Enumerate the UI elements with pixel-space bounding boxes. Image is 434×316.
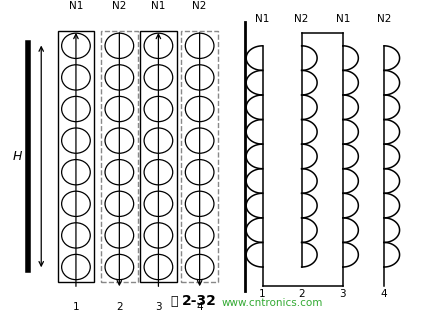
Text: 3: 3 <box>155 302 162 312</box>
Text: 2: 2 <box>298 289 305 299</box>
Text: N2: N2 <box>294 14 309 24</box>
Ellipse shape <box>105 160 134 185</box>
Ellipse shape <box>144 191 173 216</box>
Ellipse shape <box>62 33 90 58</box>
Ellipse shape <box>62 160 90 185</box>
Text: 4: 4 <box>381 289 388 299</box>
Ellipse shape <box>144 33 173 58</box>
Ellipse shape <box>105 223 134 248</box>
Bar <box>181 31 218 282</box>
Text: 1: 1 <box>72 302 79 312</box>
Ellipse shape <box>144 160 173 185</box>
Ellipse shape <box>185 33 214 58</box>
Ellipse shape <box>62 223 90 248</box>
Text: 图: 图 <box>171 295 178 308</box>
Ellipse shape <box>62 191 90 216</box>
Ellipse shape <box>62 65 90 90</box>
Ellipse shape <box>62 96 90 122</box>
Text: 4: 4 <box>196 302 203 312</box>
Text: N2: N2 <box>192 1 207 11</box>
Ellipse shape <box>185 254 214 280</box>
Text: 1: 1 <box>259 289 266 299</box>
Text: N1: N1 <box>335 14 350 24</box>
Ellipse shape <box>62 254 90 280</box>
Bar <box>140 31 177 282</box>
Text: 2: 2 <box>116 302 123 312</box>
Ellipse shape <box>105 65 134 90</box>
Text: 3: 3 <box>339 289 346 299</box>
Ellipse shape <box>144 96 173 122</box>
Bar <box>58 31 94 282</box>
Ellipse shape <box>185 128 214 153</box>
Ellipse shape <box>105 191 134 216</box>
Ellipse shape <box>105 254 134 280</box>
Ellipse shape <box>185 160 214 185</box>
Ellipse shape <box>144 223 173 248</box>
Ellipse shape <box>185 65 214 90</box>
Text: N2: N2 <box>377 14 391 24</box>
Text: 2-32: 2-32 <box>182 294 217 308</box>
Ellipse shape <box>185 223 214 248</box>
Text: N1: N1 <box>69 1 83 11</box>
Ellipse shape <box>144 254 173 280</box>
Ellipse shape <box>185 96 214 122</box>
Bar <box>101 31 138 282</box>
Ellipse shape <box>105 128 134 153</box>
Ellipse shape <box>105 96 134 122</box>
Ellipse shape <box>185 191 214 216</box>
Ellipse shape <box>62 128 90 153</box>
Ellipse shape <box>144 65 173 90</box>
Text: N1: N1 <box>151 1 166 11</box>
Text: N2: N2 <box>112 1 127 11</box>
Text: N1: N1 <box>255 14 270 24</box>
Ellipse shape <box>144 128 173 153</box>
Text: www.cntronics.com: www.cntronics.com <box>221 298 323 308</box>
Ellipse shape <box>105 33 134 58</box>
Text: H: H <box>13 150 22 163</box>
